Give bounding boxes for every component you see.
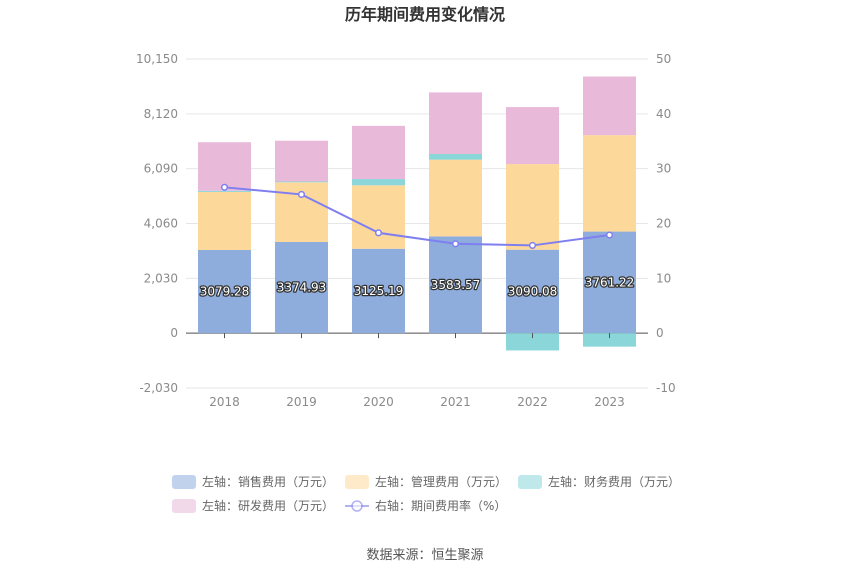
bars-layer [198, 76, 636, 351]
bar-segment [429, 236, 482, 334]
bar-segment [198, 249, 251, 334]
x-axis-tick-label: 2019 [286, 395, 317, 409]
bar-segment [275, 181, 328, 183]
bar-segment [583, 231, 636, 334]
data-label: 3125.19 [354, 284, 404, 298]
right-axis-tick-label: 0 [656, 326, 664, 340]
right-axis-tick-label: 40 [656, 107, 671, 121]
chart-title: 历年期间费用变化情况 [345, 5, 505, 24]
line-point [374, 229, 383, 237]
right-axis-tick-label: 30 [656, 162, 671, 176]
legend-label: 右轴：期间费用率（%） [375, 498, 506, 513]
x-axis: 2018 2019 2020 2021 2022 2023 [209, 333, 625, 409]
bar-segment [506, 249, 559, 334]
left-axis-tick-label: 2,030 [144, 271, 178, 285]
legend-label: 左轴：销售费用（万元） [202, 474, 334, 489]
data-source: 数据来源：恒生聚源 [366, 548, 483, 563]
right-axis: -10 0 10 20 30 40 50 [656, 52, 676, 395]
legend-label: 左轴：研发费用（万元） [202, 498, 334, 513]
left-axis-tick-label: 8,120 [144, 107, 178, 121]
line-point [220, 183, 229, 191]
right-axis-tick-label: -10 [656, 381, 676, 395]
left-axis: -2,030 0 2,030 4,060 6,090 8,120 10,150 [136, 52, 178, 395]
x-axis-tick-label: 2020 [363, 395, 394, 409]
legend-swatch [345, 475, 369, 489]
legend-line-marker [351, 500, 363, 512]
bar-segment [583, 333, 636, 347]
x-axis-tick-label: 2023 [594, 395, 625, 409]
right-axis-tick-label: 50 [656, 52, 671, 66]
labels-layer: 3079.28 3374.93 3125.19 3583.57 3090.08 3761.… [198, 274, 635, 300]
bar-segment [275, 242, 328, 334]
legend-swatch [172, 475, 196, 489]
bar-segment [429, 153, 482, 160]
bar-segment [583, 135, 636, 232]
bar-segment [352, 185, 405, 249]
left-axis-tick-label: 6,090 [144, 162, 178, 176]
bar-segment [506, 333, 559, 351]
right-axis-tick-label: 10 [656, 271, 671, 285]
bar-segment [198, 191, 251, 250]
line-series [224, 186, 610, 247]
bar-segment [352, 125, 405, 180]
line-point [451, 240, 460, 248]
legend-swatch [172, 499, 196, 513]
bar-segment [583, 76, 636, 136]
left-axis-tick-label: 4,060 [144, 217, 178, 231]
data-label: 3761.22 [585, 275, 635, 289]
legend: 左轴：销售费用（万元） 左轴：管理费用（万元） 左轴：财务费用（万元） 左轴：研发费用… [172, 474, 680, 513]
bar-segment [198, 190, 251, 192]
left-axis-tick-label: 10,150 [136, 52, 178, 66]
legend-label: 左轴：财务费用（万元） [548, 474, 680, 489]
bar-segment [429, 159, 482, 237]
left-axis-tick-label: -2,030 [139, 381, 178, 395]
line-point [297, 190, 306, 198]
bar-segment [198, 142, 251, 191]
data-label: 3090.08 [508, 284, 558, 298]
x-axis-tick-label: 2018 [209, 395, 240, 409]
grid-layer [186, 58, 648, 389]
bar-segment [429, 92, 482, 154]
data-label: 3374.93 [277, 281, 327, 295]
x-axis-tick-label: 2021 [440, 395, 471, 409]
line-layer [220, 183, 614, 249]
bar-segment [352, 248, 405, 334]
bar-segment [352, 179, 405, 186]
x-axis-tick-label: 2022 [517, 395, 548, 409]
right-axis-tick-label: 20 [656, 217, 671, 231]
bar-segment [506, 164, 559, 250]
line-point [528, 241, 537, 249]
left-axis-tick-label: 0 [170, 326, 178, 340]
legend-swatch [518, 475, 542, 489]
bar-segment [506, 107, 559, 165]
data-label: 3583.57 [431, 278, 481, 292]
line-point [605, 231, 614, 239]
bar-segment [275, 140, 328, 182]
data-label: 3079.28 [200, 285, 250, 299]
legend-label: 左轴：管理费用（万元） [375, 474, 507, 489]
